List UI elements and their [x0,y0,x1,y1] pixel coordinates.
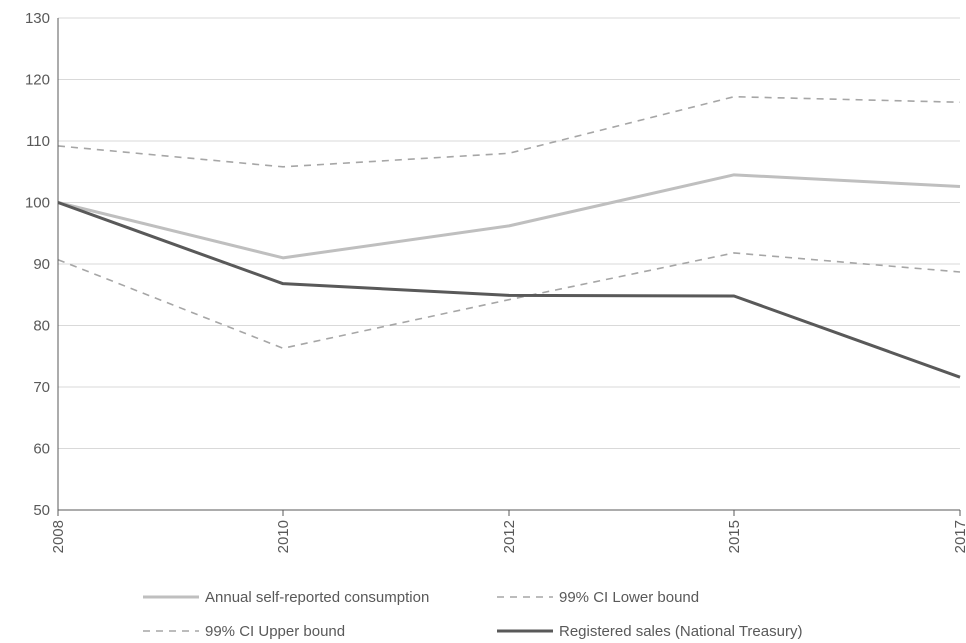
y-tick-label: 80 [33,318,50,335]
legend-swatch [497,629,553,633]
series-line-1 [57,252,961,350]
legend-label: Registered sales (National Treasury) [559,622,803,640]
legend-item-ci-upper: 99% CI Upper bound [143,619,345,643]
y-tick-label: 60 [33,441,50,458]
legend-label: Annual self-reported consumption [205,588,430,606]
legend-label: 99% CI Lower bound [559,588,700,606]
y-tick-label: 50 [33,502,50,519]
x-tick-label: 2008 [50,520,67,553]
x-tick-label: 2012 [501,520,518,553]
series-line-2 [57,95,961,168]
legend-swatch [497,596,553,598]
legend-swatch [143,595,199,599]
legend-item-ci-lower: 99% CI Lower bound [497,585,699,609]
x-axis-ticks: 2008 2010 2012 2015 2017 [50,510,966,553]
legend-item-annual-consumption: Annual self-reported consumption [143,585,429,609]
legend-swatch [143,630,199,632]
y-tick-label: 90 [33,256,50,273]
legend: Annual self-reported consumption 99% CI … [0,578,966,642]
y-tick-label: 100 [25,195,50,212]
series-line-0 [57,173,961,260]
x-tick-label: 2010 [275,520,292,553]
x-tick-label: 2017 [952,520,966,553]
legend-item-registered-sales: Registered sales (National Treasury) [497,619,802,643]
x-tick-label: 2015 [726,520,743,553]
y-tick-label: 120 [25,72,50,89]
y-tick-label: 70 [33,379,50,396]
series-lines [57,95,961,379]
y-tick-label: 110 [26,133,50,150]
y-axis-ticks: 50 60 70 80 90 100 110 120 130 [25,10,50,519]
y-tick-label: 130 [25,10,50,27]
series-line-3 [57,201,961,379]
gridlines [58,17,960,449]
legend-label: 99% CI Upper bound [205,622,346,640]
